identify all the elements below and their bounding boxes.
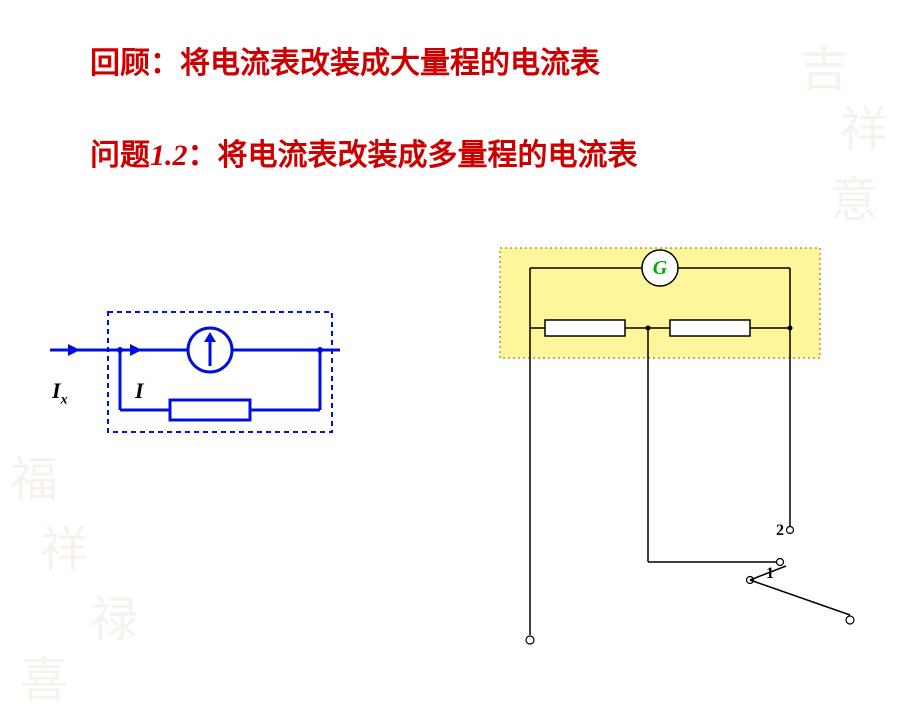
title-question: 问题1.2：将电流表改装成多量程的电流表 [90,130,638,174]
title-review: 回顾：将电流表改装成大量程的电流表 [90,38,600,82]
watermark-seal: 吉 [800,30,848,100]
q-num: 1.2 [150,139,188,172]
watermark-seal: 禄 [90,580,138,650]
watermark-seal: 祥 [840,90,888,160]
watermark-seal: 喜 [20,640,68,710]
watermark-seal: 意 [830,160,878,230]
svg-text:G: G [653,257,668,279]
label-ix: Ix [52,378,68,408]
label-i: I [135,378,144,404]
watermark-seal: 祥 [40,510,88,580]
right-circuit-diagram: G21 [430,230,920,690]
q-suffix: ：将电流表改装成多量程的电流表 [188,139,638,172]
q-prefix: 问题 [90,139,150,172]
svg-text:2: 2 [776,522,784,539]
